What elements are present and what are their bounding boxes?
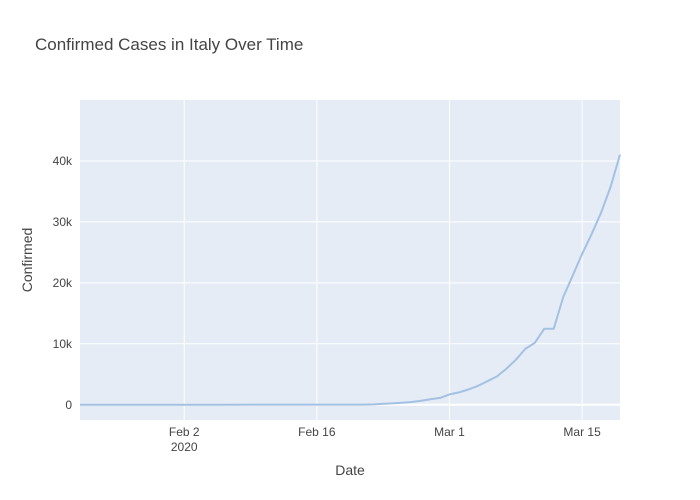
x-tick-label: Mar 1	[434, 425, 465, 439]
x-tick-label: Feb 16	[298, 425, 336, 439]
series-line-confirmed	[79, 154, 621, 406]
y-tick-label: 20k	[53, 276, 73, 290]
y-tick-label: 30k	[53, 215, 73, 229]
series-layer	[79, 154, 621, 406]
y-tick-label: 0	[65, 398, 72, 412]
y-tick-label: 40k	[53, 154, 73, 168]
chart-title: Confirmed Cases in Italy Over Time	[35, 35, 303, 54]
plot-area	[80, 100, 620, 420]
x-axis-title: Date	[335, 462, 365, 478]
x-tick-year-label: 2020	[171, 440, 198, 454]
y-axis-title: Confirmed	[19, 228, 35, 293]
x-tick-label: Feb 2	[169, 425, 200, 439]
x-tick-label: Mar 15	[563, 425, 601, 439]
y-tick-label: 10k	[53, 337, 73, 351]
